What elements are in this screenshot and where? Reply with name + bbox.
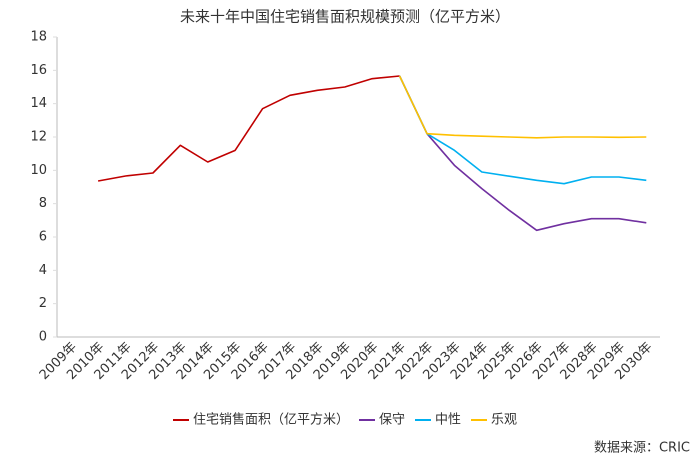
legend-label: 中性 — [435, 413, 461, 428]
y-tick-label: 0 — [39, 330, 47, 345]
y-tick-label: 14 — [30, 96, 47, 111]
line-series — [398, 75, 647, 185]
y-tick-label: 8 — [39, 196, 47, 211]
y-tick-label: 2 — [39, 296, 47, 311]
y-tick-label: 12 — [30, 130, 47, 145]
legend-label: 住宅销售面积（亿平方米） — [193, 412, 349, 428]
line-series — [398, 75, 647, 232]
chart-title: 未来十年中国住宅销售面积规模预测（亿平方米） — [180, 8, 510, 26]
source-note: 数据来源：CRIC — [594, 441, 690, 456]
legend-label: 保守 — [379, 413, 405, 428]
y-tick-label: 4 — [39, 263, 47, 278]
line-series — [97, 75, 400, 182]
legend-label: 乐观 — [491, 413, 517, 428]
y-tick-label: 18 — [30, 30, 47, 45]
y-tick-label: 10 — [30, 163, 47, 178]
line-series — [398, 75, 647, 139]
y-tick-label: 16 — [30, 63, 47, 78]
y-tick-label: 6 — [39, 230, 47, 245]
